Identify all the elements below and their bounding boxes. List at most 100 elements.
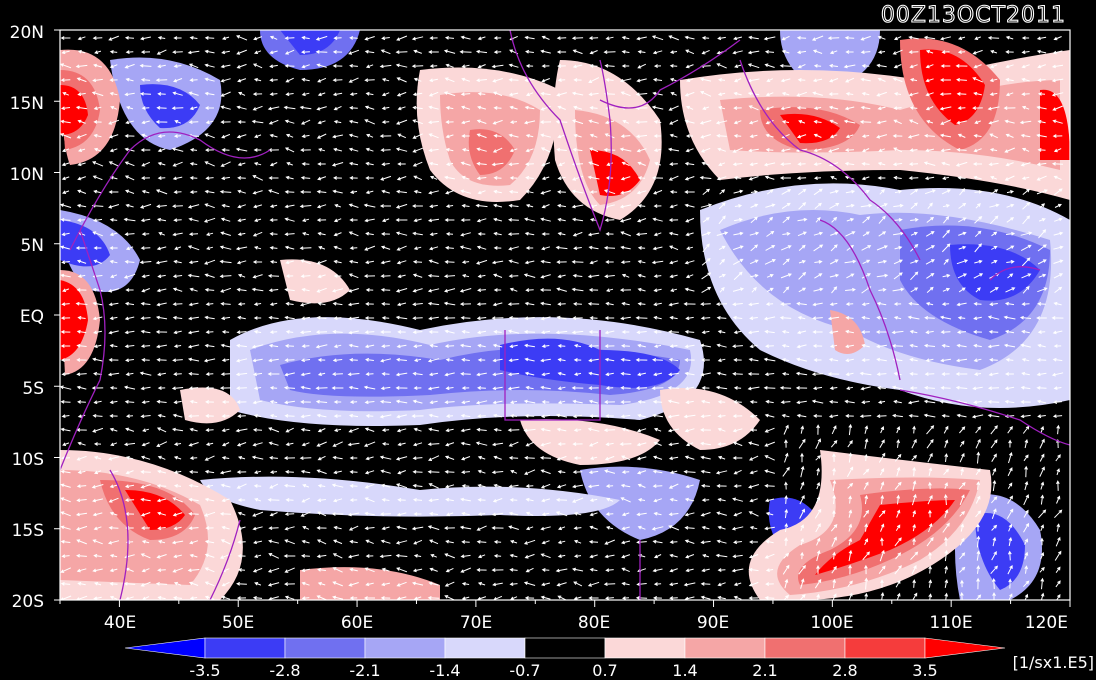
wind-arrow	[716, 63, 727, 69]
wind-arrow	[766, 287, 774, 293]
wind-arrow	[365, 147, 374, 152]
wind-arrow	[685, 148, 694, 153]
wind-arrow	[956, 77, 967, 82]
lat-label: 20N	[10, 23, 44, 43]
wind-arrow	[733, 469, 742, 475]
wind-arrow	[254, 498, 262, 502]
wind-arrow	[396, 344, 407, 349]
wind-arrow	[928, 579, 933, 588]
wind-arrow	[637, 483, 646, 488]
wind-arrow	[301, 581, 310, 586]
wind-arrow	[284, 413, 295, 418]
wind-arrow	[365, 372, 374, 376]
wind-arrow	[797, 63, 806, 69]
wind-arrow	[620, 231, 631, 237]
wind-arrow	[1054, 286, 1063, 293]
wind-arrow	[364, 511, 375, 516]
wind-arrow	[588, 371, 599, 376]
wind-arrow	[1054, 550, 1062, 561]
wind-arrow	[684, 287, 695, 292]
wind-arrow	[832, 494, 837, 505]
wind-arrow	[445, 204, 454, 208]
wind-arrow	[93, 344, 102, 349]
wind-arrow	[700, 455, 711, 460]
wind-arrow	[813, 162, 822, 166]
wind-arrow	[269, 246, 278, 250]
wind-arrow	[317, 77, 327, 83]
wind-arrow	[1037, 330, 1046, 334]
wind-arrow	[140, 50, 151, 54]
wind-arrow	[667, 428, 680, 433]
wind-arrow	[588, 386, 599, 390]
wind-arrow	[925, 302, 934, 306]
wind-arrow	[205, 400, 214, 404]
wind-arrow	[220, 483, 231, 488]
wind-arrow	[524, 357, 535, 362]
wind-arrow	[621, 581, 630, 586]
wind-arrow	[476, 78, 487, 83]
wind-arrow	[540, 595, 551, 600]
wind-arrow	[444, 581, 455, 587]
wind-arrow	[540, 316, 551, 321]
wind-arrow	[861, 302, 870, 307]
wind-arrow	[620, 497, 631, 503]
wind-arrow	[715, 302, 728, 306]
wind-arrow	[1037, 343, 1046, 348]
wind-arrow	[252, 595, 263, 600]
wind-arrow	[1021, 105, 1030, 110]
colorbar-segment	[844, 637, 926, 659]
wind-arrow	[428, 133, 439, 139]
wind-arrow	[316, 469, 327, 475]
wind-arrow	[845, 189, 856, 194]
wind-arrow	[765, 133, 774, 138]
wind-arrow	[461, 64, 470, 69]
wind-arrow	[670, 288, 678, 292]
wind-arrow	[317, 372, 326, 376]
wind-arrow	[235, 428, 248, 433]
wind-arrow	[109, 64, 118, 69]
wind-arrow	[124, 484, 135, 489]
wind-arrow	[381, 218, 390, 223]
wind-arrow	[189, 540, 199, 545]
wind-arrow	[1036, 399, 1047, 404]
wind-arrow	[1024, 538, 1028, 545]
wind-arrow	[944, 453, 949, 462]
wind-arrow	[747, 330, 760, 335]
wind-arrow	[669, 77, 678, 82]
wind-arrow	[269, 330, 278, 334]
wind-arrow	[557, 176, 566, 181]
wind-arrow	[652, 246, 663, 251]
wind-arrow	[525, 511, 534, 516]
wind-arrow	[651, 386, 664, 391]
wind-arrow	[1006, 217, 1015, 223]
wind-arrow	[604, 316, 615, 320]
wind-arrow	[429, 78, 438, 83]
wind-arrow	[653, 330, 662, 334]
wind-arrow	[109, 568, 118, 573]
wind-arrow	[460, 92, 471, 97]
wind-arrow	[700, 372, 711, 377]
wind-arrow	[782, 564, 790, 575]
wind-arrow	[428, 161, 439, 166]
wind-arrow	[540, 274, 551, 279]
wind-arrow	[206, 246, 214, 250]
wind-arrow	[1036, 316, 1047, 320]
wind-arrow	[427, 469, 440, 474]
wind-arrow	[926, 537, 934, 547]
wind-arrow	[717, 78, 726, 82]
wind-arrow	[557, 203, 566, 208]
wind-arrow	[987, 344, 1000, 349]
wind-arrow	[637, 259, 646, 264]
wind-arrow	[460, 161, 471, 166]
wind-arrow	[621, 273, 630, 278]
wind-arrow	[748, 120, 759, 125]
wind-arrow	[428, 483, 439, 489]
wind-arrow	[493, 273, 503, 278]
wind-arrow	[443, 301, 456, 306]
wind-arrow	[188, 526, 199, 531]
wind-arrow	[701, 258, 711, 266]
wind-arrow	[109, 511, 118, 516]
wind-arrow	[959, 510, 966, 517]
wind-arrow	[525, 567, 534, 573]
wind-arrow	[909, 329, 918, 334]
